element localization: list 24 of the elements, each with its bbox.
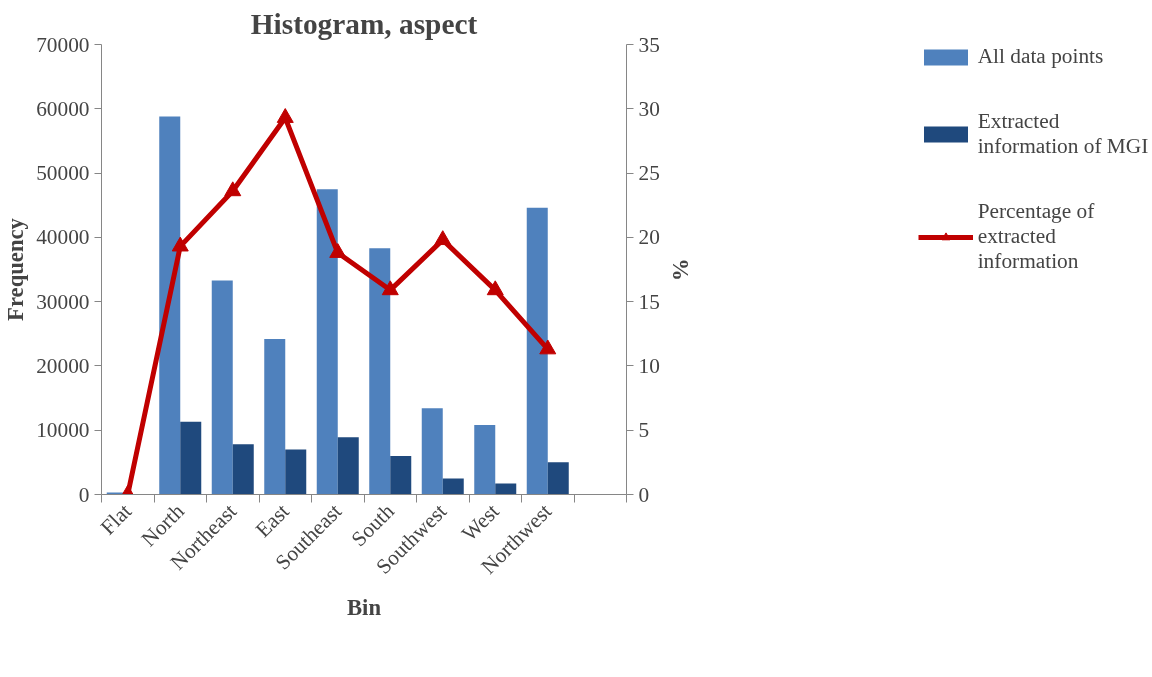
y-tick-label: 10000	[36, 418, 90, 443]
x-axis-title: Bin	[347, 595, 382, 621]
x-tick-label: Flat	[95, 498, 137, 540]
y2-tick-label: 10	[638, 353, 660, 378]
y-tick-label: 60000	[36, 96, 90, 121]
legend-label: All data points	[977, 44, 1104, 69]
y-tick-label: 30000	[36, 289, 90, 314]
y2-axis-title: %	[667, 258, 693, 281]
y-tick-label: 20000	[36, 353, 90, 378]
y2-tick-label: 35	[638, 32, 660, 57]
y-axis-title: Frequency	[3, 217, 29, 321]
y2-tick-label: 15	[638, 289, 660, 314]
y-tick-label: 70000	[36, 32, 90, 57]
y2-tick-label: 5	[638, 418, 650, 443]
legend-label: Percentage of extracted information	[977, 199, 1095, 274]
y-tick-label: 0	[78, 482, 90, 507]
y2-tick-label: 30	[638, 96, 660, 121]
y2-tick-label: 20	[638, 225, 660, 250]
y-tick-label: 40000	[36, 225, 90, 250]
legend-label: Extracted information of MGI	[977, 109, 1149, 159]
y2-tick-label: 0	[638, 482, 650, 507]
y-tick-label: 50000	[36, 161, 90, 186]
y2-tick-label: 25	[638, 161, 660, 186]
chart-title: Histogram, aspect	[250, 7, 478, 40]
